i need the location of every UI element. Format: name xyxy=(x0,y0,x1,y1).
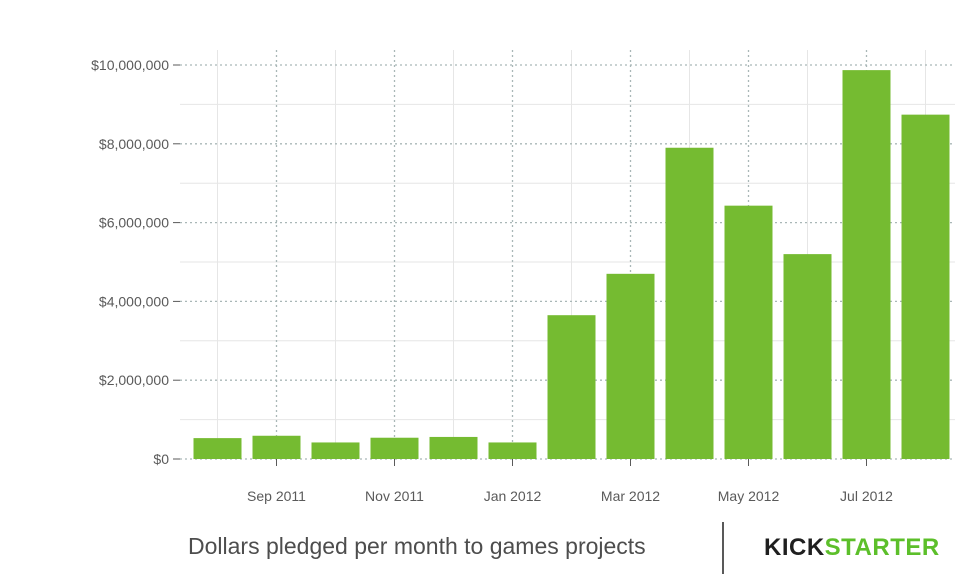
logo-part-kick: KICK xyxy=(764,534,825,561)
y-tick-label: $2,000,000 xyxy=(99,372,169,388)
bar-aug-2011 xyxy=(193,438,242,459)
y-tick-label: $4,000,000 xyxy=(99,293,169,309)
chart-caption: Dollars pledged per month to games proje… xyxy=(188,533,646,559)
bar-oct-2011 xyxy=(311,442,360,459)
y-tick-label: $0 xyxy=(153,451,169,467)
x-tick-label: Nov 2011 xyxy=(365,488,424,504)
bar-chart: $0 $2,000,000 $4,000,000 $6,000,000 $8,000,0… xyxy=(91,50,955,504)
y-tick-label: $8,000,000 xyxy=(99,136,169,152)
bars xyxy=(193,70,950,460)
bar-nov-2011 xyxy=(370,437,419,459)
bar-jul-2012 xyxy=(842,70,891,459)
bar-dec-2011 xyxy=(429,436,478,459)
divider xyxy=(722,522,724,574)
x-tick-label: Mar 2012 xyxy=(601,488,660,504)
x-tick-label: May 2012 xyxy=(718,488,780,504)
x-tick-label: Jul 2012 xyxy=(840,488,893,504)
kickstarter-logo: KICKSTARTER xyxy=(764,534,940,562)
bar-jan-2012 xyxy=(488,442,537,459)
bar-mar-2012 xyxy=(606,273,655,459)
axes: $0 $2,000,000 $4,000,000 $6,000,000 $8,000,0… xyxy=(91,57,893,504)
bar-feb-2012 xyxy=(547,315,596,459)
y-tick-label: $6,000,000 xyxy=(99,215,169,231)
bar-aug-2012 xyxy=(901,114,950,460)
bar-apr-2012 xyxy=(665,147,714,460)
y-tick-label: $10,000,000 xyxy=(91,57,169,73)
bar-may-2012 xyxy=(724,205,773,459)
x-tick-label: Sep 2011 xyxy=(247,488,306,504)
bar-sep-2011 xyxy=(252,435,301,459)
logo-part-starter: STARTER xyxy=(824,534,940,561)
bar-jun-2012 xyxy=(783,254,832,459)
x-tick-label: Jan 2012 xyxy=(484,488,542,504)
